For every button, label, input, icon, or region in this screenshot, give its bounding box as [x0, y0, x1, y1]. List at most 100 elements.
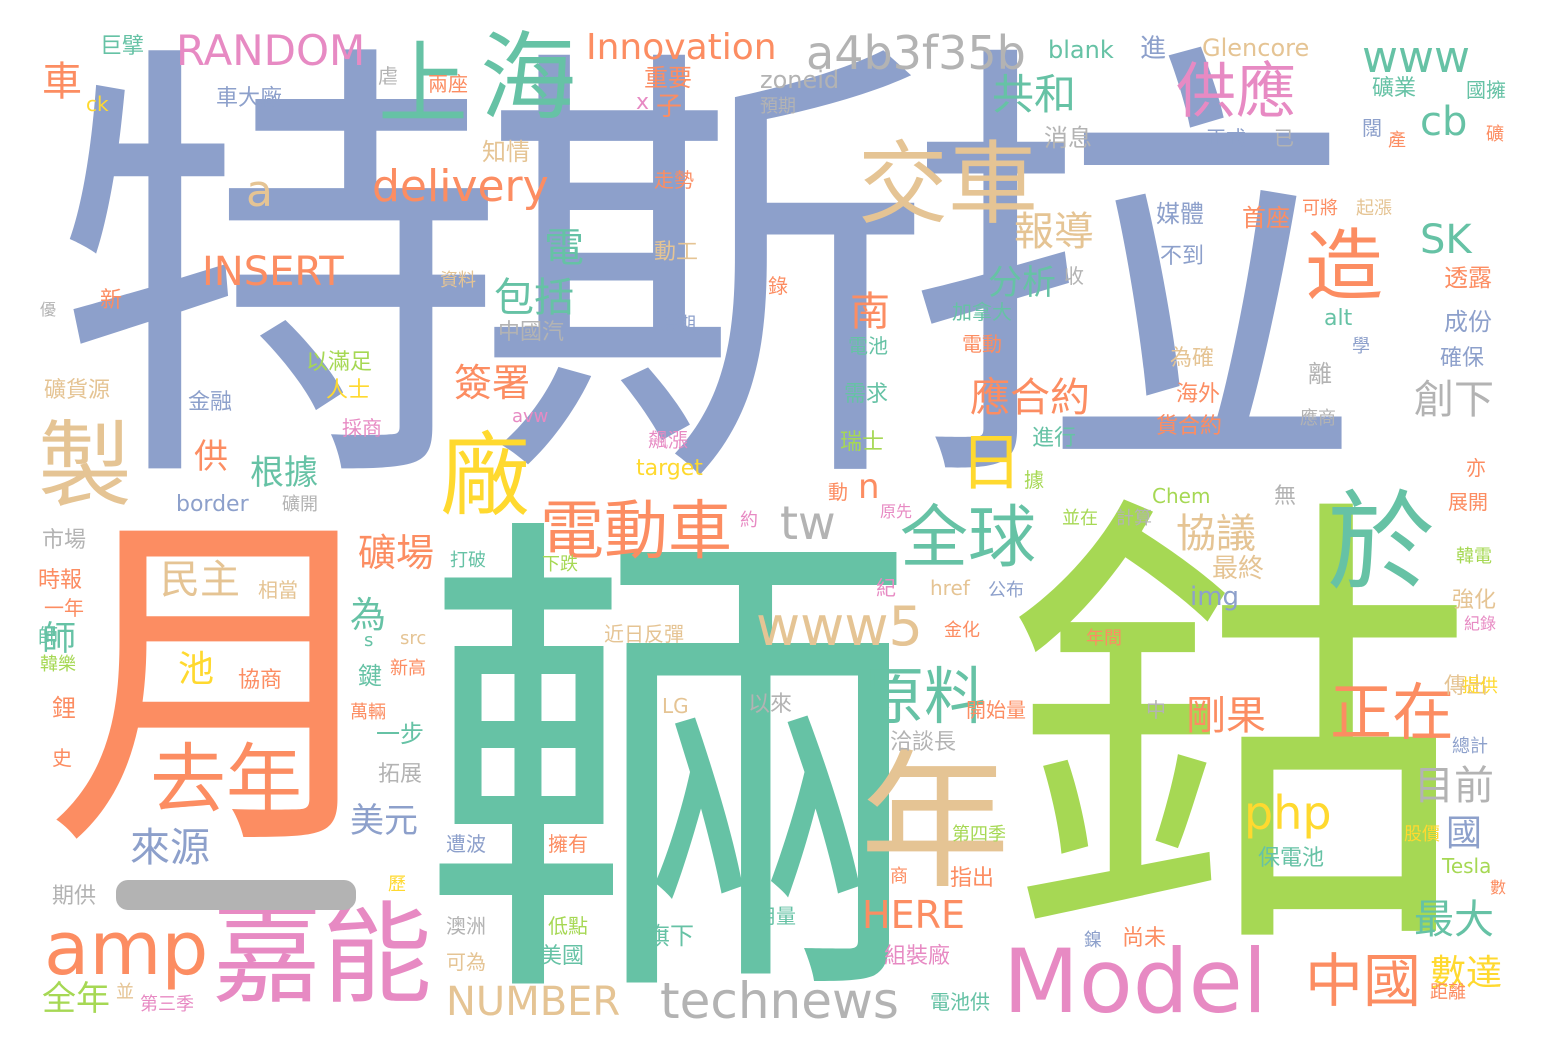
word: Glencore	[1202, 34, 1310, 62]
word: 保電池	[1258, 846, 1325, 871]
word: ck	[86, 92, 109, 116]
word: 亦	[1466, 456, 1486, 480]
word: 根據	[250, 453, 318, 493]
word: 並在	[1062, 508, 1098, 529]
word: 協商	[238, 668, 283, 693]
word: 澳洲	[446, 914, 486, 938]
word: 擁有	[548, 832, 588, 856]
word: 為	[350, 595, 387, 636]
word: www	[1362, 32, 1470, 83]
word: n	[858, 467, 880, 507]
word: LG	[662, 694, 689, 718]
word: 近日反彈	[604, 622, 684, 646]
word: 紀錄	[1464, 614, 1497, 633]
word: 原料	[862, 660, 987, 733]
word: 公布	[988, 580, 1024, 601]
word: 預期	[760, 96, 796, 117]
word: a4b3f35b	[806, 26, 1026, 80]
word: 鎳	[1084, 930, 1102, 951]
word: 國	[1446, 813, 1483, 854]
word: 低點	[548, 914, 588, 938]
word: 紀	[876, 576, 896, 600]
word: 加拿大	[952, 300, 1012, 324]
word: 史	[52, 746, 72, 770]
word: 輛	[420, 479, 920, 1052]
word: 計算	[1116, 508, 1152, 529]
word: 並	[116, 982, 134, 1003]
word: 錄	[768, 274, 788, 298]
word: 學	[1352, 336, 1370, 357]
word: 中國	[1305, 947, 1422, 1015]
word: 美國	[540, 944, 585, 969]
word: 以滿足	[306, 350, 373, 375]
word: 池	[178, 649, 215, 690]
word: 師	[38, 624, 58, 648]
word: 動	[828, 480, 848, 504]
word: 車大廠	[216, 86, 283, 111]
word: 協議	[1176, 511, 1256, 557]
word: 飆漲	[648, 428, 688, 452]
word: 知情	[482, 138, 530, 166]
word: s	[364, 630, 374, 651]
word: 金化	[944, 620, 980, 641]
word: 提供	[1462, 676, 1498, 697]
word: 於	[1327, 481, 1436, 606]
word: 月	[46, 480, 401, 894]
word: 日	[960, 426, 1023, 499]
word: a	[246, 166, 273, 217]
word: 組裝廠	[884, 944, 951, 969]
word: 鈷	[1005, 461, 1475, 1008]
word: 洽談長	[890, 730, 957, 755]
word: 股價	[1404, 824, 1440, 845]
word: 來源	[130, 825, 210, 871]
word: 動工	[654, 240, 699, 265]
word: 確保	[1440, 346, 1485, 371]
word: 資料	[440, 270, 476, 291]
word: 應合約	[970, 375, 1090, 421]
word: 一年	[44, 596, 84, 620]
word: 礦貨源	[44, 378, 111, 403]
word: avw	[512, 406, 549, 427]
word: 可將	[1302, 198, 1338, 219]
word: 特斯拉	[52, 11, 1357, 540]
word: 期供	[52, 884, 97, 909]
word: Model	[1003, 930, 1268, 1033]
word: 進	[1140, 34, 1167, 64]
word: 已	[1274, 126, 1294, 150]
word: 礦業	[1372, 76, 1417, 101]
word: 嘉能	[212, 891, 432, 1019]
word: HERE	[862, 893, 965, 937]
word: 巨擘	[100, 34, 145, 59]
word: 旗下	[646, 922, 694, 950]
word: 瑞士	[840, 430, 885, 455]
word: 車	[42, 59, 82, 105]
word: 總計	[1452, 736, 1488, 757]
word: 用量	[756, 904, 796, 928]
word: 強化	[1452, 588, 1497, 613]
word: 數	[1490, 878, 1507, 897]
word: 正在	[1330, 676, 1455, 749]
word: 海外	[1176, 382, 1221, 407]
word: 新高	[390, 658, 426, 679]
word: 簽署	[454, 361, 531, 405]
word: 美元	[350, 801, 418, 841]
word: blank	[1048, 36, 1114, 64]
word: 分析	[988, 263, 1056, 303]
word: 進行	[1032, 426, 1077, 451]
word: x	[636, 90, 650, 115]
word: 市場	[42, 528, 87, 553]
word: 拓展	[378, 762, 423, 787]
word: 去年	[150, 735, 302, 824]
word: 廠	[440, 424, 530, 529]
word: 離	[1308, 360, 1332, 388]
word: 產	[1388, 130, 1406, 151]
word: 交車	[858, 132, 1038, 237]
word: 據	[1024, 468, 1044, 492]
word: 採商	[342, 416, 382, 440]
word: 走勢	[654, 168, 694, 192]
word: 指出	[950, 866, 995, 891]
word: RANDOM	[176, 26, 366, 75]
word: 供	[194, 437, 228, 477]
word: 約	[740, 510, 758, 531]
